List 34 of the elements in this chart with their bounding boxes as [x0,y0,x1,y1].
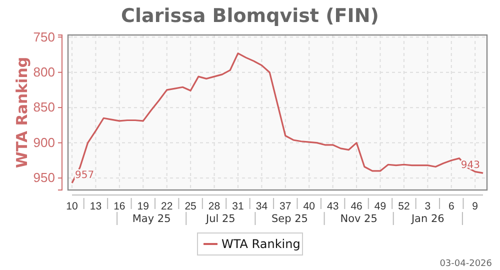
y-tick-label: 900 [33,134,55,150]
x-tick-label: 49 [374,200,386,212]
y-tick-label: 850 [33,100,55,115]
text: Sep 25 [272,213,308,225]
y-tick-label: 800 [33,64,55,80]
x-tick-label: 34 [256,200,268,212]
x-tick-label: 13 [90,200,102,212]
x-tick-label: 10 [66,200,78,212]
line-series [71,52,484,184]
x-tick-label: 40 [303,200,316,212]
x-tick-label: 52 [398,200,410,212]
text: Nov 25 [340,213,378,225]
x-tick-label: 31 [232,200,244,212]
x-tick-label: 9 [472,200,478,212]
x-tick-label: 19 [137,200,150,212]
legend-label: WTA Ranking [222,237,300,251]
y-tick-label: 950 [33,170,55,186]
data-label: 957 [75,170,94,181]
text: Jul 25 [204,213,236,225]
y-tick-label: 750 [33,29,55,44]
text: 03-04-2026 [440,259,492,269]
y-axis-title: WTA Ranking [13,56,31,168]
text: Jan 26 [410,213,445,225]
x-tick-label: 28 [208,200,220,212]
x-tick-label: 6 [448,200,454,212]
x-tick-label: 46 [350,200,363,212]
x-tick-label: 25 [184,200,197,212]
x-tick-label: 37 [280,200,292,212]
x-tick-label: 3 [424,200,431,212]
x-tick-label: 22 [161,200,173,212]
chart-title: Clarissa Blomqvist (FIN) [121,5,379,27]
x-tick-label: 43 [326,200,339,212]
x-tick-label: 16 [114,200,126,212]
text: May 25 [132,213,171,225]
